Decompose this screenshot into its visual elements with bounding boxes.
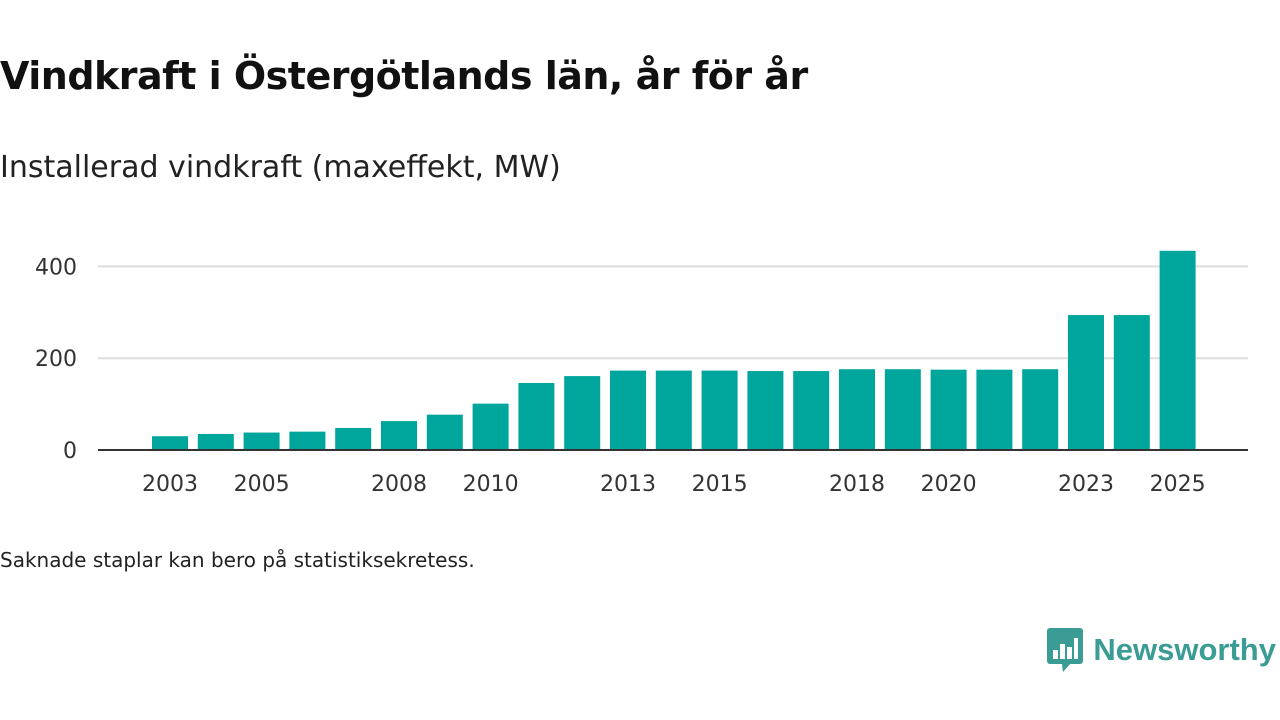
y-tick-label: 200 bbox=[35, 347, 77, 372]
bar-2016 bbox=[747, 371, 784, 450]
bar-2012 bbox=[564, 376, 601, 450]
chart-title: Vindkraft i Östergötlands län, år för år bbox=[0, 54, 808, 98]
gridlines bbox=[98, 265, 1248, 360]
bar-2017 bbox=[793, 371, 830, 450]
bar-chart: 0 200 400 2003 2005 2008 2010 2013 2015 2018 2020… bbox=[35, 250, 1248, 497]
x-tick-label: 2003 bbox=[142, 472, 198, 497]
bar-2013 bbox=[610, 370, 646, 450]
bar-2014 bbox=[655, 370, 692, 450]
bar-2005 bbox=[243, 432, 280, 450]
x-tick-label: 2023 bbox=[1058, 472, 1114, 497]
y-axis-ticks: 0 200 400 bbox=[35, 255, 77, 464]
x-tick-label: 2005 bbox=[234, 472, 290, 497]
brand-name: Newsworthy bbox=[1093, 632, 1276, 667]
x-tick-label: 2010 bbox=[463, 472, 519, 497]
bar-2006 bbox=[289, 431, 326, 450]
x-tick-label: 2018 bbox=[829, 472, 885, 497]
bar-2024 bbox=[1113, 315, 1150, 450]
bar-2010 bbox=[472, 403, 509, 450]
x-tick-label: 2025 bbox=[1150, 472, 1206, 497]
y-tick-label: 400 bbox=[35, 255, 77, 280]
bar-2018 bbox=[839, 369, 875, 450]
chart-subtitle: Installerad vindkraft (maxeffekt, MW) bbox=[0, 150, 561, 185]
x-axis-ticks: 2003 2005 2008 2010 2013 2015 2018 2020 2023 2025 bbox=[142, 472, 1206, 497]
bar-2025 bbox=[1159, 250, 1196, 450]
bar-2021 bbox=[976, 369, 1013, 450]
bar-2008 bbox=[381, 421, 417, 450]
x-tick-label: 2013 bbox=[600, 472, 656, 497]
x-tick-label: 2020 bbox=[921, 472, 977, 497]
newsworthy-logo-icon bbox=[1047, 628, 1084, 672]
bar-2003 bbox=[152, 436, 188, 450]
bar-2015 bbox=[701, 370, 738, 450]
bar-2004 bbox=[197, 433, 234, 450]
bar-2023 bbox=[1068, 315, 1104, 450]
x-tick-label: 2015 bbox=[692, 472, 748, 497]
bar-2011 bbox=[518, 382, 555, 450]
brand-logo[interactable]: Newsworthy bbox=[1047, 628, 1276, 672]
bar-2020 bbox=[930, 369, 967, 450]
bars bbox=[152, 250, 1196, 450]
bar-2022 bbox=[1022, 369, 1059, 450]
bar-2019 bbox=[884, 369, 921, 450]
x-tick-label: 2008 bbox=[371, 472, 427, 497]
footnote: Saknade staplar kan bero på statistiksek… bbox=[0, 548, 475, 572]
y-tick-label: 0 bbox=[63, 439, 77, 464]
bar-2009 bbox=[426, 414, 463, 450]
bar-2007 bbox=[335, 427, 372, 450]
